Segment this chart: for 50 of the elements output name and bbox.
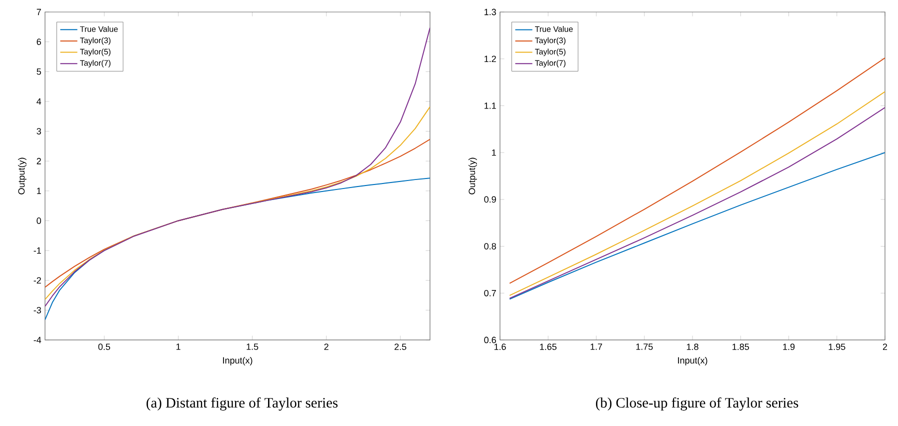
legend-label: Taylor(7) xyxy=(534,60,566,68)
y-tick-label: -3 xyxy=(34,306,41,314)
y-tick-label: -4 xyxy=(34,336,42,344)
x-tick-label: 1.85 xyxy=(732,344,749,350)
y-tick-label: 1.2 xyxy=(484,56,496,62)
y-tick-label: 3 xyxy=(36,128,41,134)
y-tick-label: 0.7 xyxy=(484,290,496,296)
y-axis-title: Output(y) xyxy=(18,158,26,194)
y-tick-label: 0 xyxy=(36,218,42,224)
x-axis-title: Input(x) xyxy=(678,356,708,366)
text: (b) Close-up figure of Taylor series xyxy=(596,397,798,411)
text: (a) Distant figure of Taylor series xyxy=(146,397,338,411)
x-tick-label: 1.75 xyxy=(636,344,653,350)
line-series xyxy=(509,57,885,284)
x-tick-label: 1.95 xyxy=(828,344,846,350)
y-tick-label: 0.9 xyxy=(484,196,496,203)
y-tick-label: -1 xyxy=(34,247,41,254)
x-tick-label: 0.5 xyxy=(98,344,110,350)
x-tick-label: 2 xyxy=(882,344,888,350)
y-axis-title: Output(y) xyxy=(468,158,477,194)
legend-label: Taylor(5) xyxy=(534,48,566,56)
x-tick-label: 1.9 xyxy=(783,344,795,350)
x-tick-label: 1 xyxy=(176,344,180,350)
y-tick-label: -2 xyxy=(34,277,41,284)
legend-label: Taylor(7) xyxy=(80,60,110,68)
y-tick-label: 2 xyxy=(36,158,41,164)
x-tick-label: 2 xyxy=(324,344,328,350)
y-tick-label: 4 xyxy=(36,98,42,105)
legend-label: Taylor(3) xyxy=(80,37,110,45)
x-tick-label: 2.5 xyxy=(394,344,406,350)
y-tick-label: 1.1 xyxy=(484,102,496,109)
y-tick-label: 1 xyxy=(492,149,496,156)
x-tick-label: 1.7 xyxy=(590,344,602,350)
x-tick-label: 1.65 xyxy=(540,344,557,350)
y-tick-label: 0.6 xyxy=(484,336,496,344)
y-tick-label: 1 xyxy=(37,188,41,194)
y-tick-label: 7 xyxy=(36,8,41,16)
x-axis-title: Input(x) xyxy=(223,356,252,366)
y-tick-label: 6 xyxy=(36,38,41,45)
y-tick-label: 5 xyxy=(36,68,41,75)
x-tick-label: 1.6 xyxy=(494,344,506,350)
legend-label: Taylor(3) xyxy=(534,37,566,45)
line-series xyxy=(45,27,430,307)
legend-label: True Value xyxy=(80,26,118,32)
x-tick-label: 1.8 xyxy=(686,344,698,350)
legend-label: Taylor(5) xyxy=(80,48,110,56)
y-tick-label: 1.3 xyxy=(484,8,496,16)
y-tick-label: 0.8 xyxy=(484,243,496,250)
legend-label: True Value xyxy=(534,26,573,32)
x-tick-label: 1.5 xyxy=(246,344,258,350)
